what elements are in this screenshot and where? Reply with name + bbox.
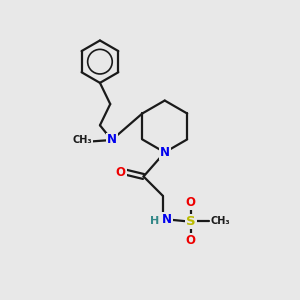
Text: N: N bbox=[160, 146, 170, 159]
Text: O: O bbox=[116, 166, 126, 178]
Text: N: N bbox=[107, 134, 117, 146]
Text: H: H bbox=[150, 216, 159, 226]
Text: CH₃: CH₃ bbox=[210, 216, 230, 226]
Text: O: O bbox=[186, 234, 196, 247]
Text: S: S bbox=[186, 215, 195, 228]
Text: N: N bbox=[107, 134, 117, 146]
Text: CH₃: CH₃ bbox=[73, 135, 92, 145]
Text: O: O bbox=[186, 196, 196, 208]
Text: N: N bbox=[162, 213, 172, 226]
